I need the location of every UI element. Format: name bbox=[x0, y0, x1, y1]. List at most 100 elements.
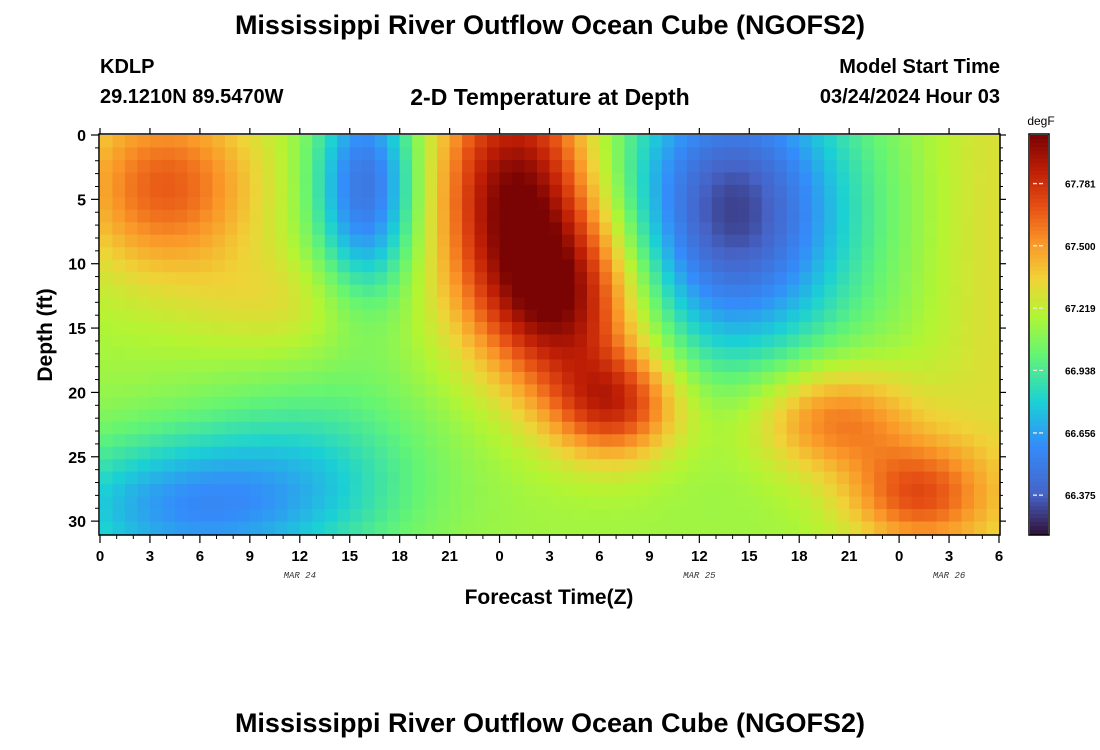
heatmap-cell bbox=[274, 297, 288, 311]
heatmap-cell bbox=[424, 434, 438, 448]
heatmap-cell bbox=[986, 272, 1000, 286]
heatmap-cell bbox=[374, 297, 388, 311]
heatmap-cell bbox=[324, 446, 338, 460]
heatmap-cell bbox=[599, 396, 613, 410]
heatmap-cell bbox=[412, 496, 426, 510]
heatmap-cell bbox=[162, 322, 176, 336]
colorbar-swatch bbox=[1030, 502, 1048, 507]
heatmap-cell bbox=[274, 484, 288, 498]
heatmap-cell bbox=[137, 396, 151, 410]
heatmap-cell bbox=[537, 521, 551, 535]
heatmap-cell bbox=[399, 322, 413, 336]
heatmap-cell bbox=[349, 496, 363, 510]
heatmap-cell bbox=[462, 284, 476, 298]
heatmap-cell bbox=[312, 371, 326, 385]
heatmap-cell bbox=[449, 309, 463, 323]
heatmap-cell bbox=[811, 459, 825, 473]
heatmap-cell bbox=[736, 459, 750, 473]
heatmap-cell bbox=[224, 484, 238, 498]
heatmap-cell bbox=[911, 234, 925, 248]
heatmap-cell bbox=[874, 172, 888, 186]
heatmap-cell bbox=[924, 172, 938, 186]
heatmap-cell bbox=[724, 371, 738, 385]
heatmap-cell bbox=[836, 222, 850, 236]
heatmap-cell bbox=[936, 159, 950, 174]
heatmap-cell bbox=[549, 159, 563, 174]
heatmap-cell bbox=[449, 396, 463, 410]
heatmap-cell bbox=[911, 197, 925, 211]
heatmap-cell bbox=[499, 521, 513, 535]
heatmap-cell bbox=[799, 484, 813, 498]
heatmap-cell bbox=[649, 159, 663, 174]
heatmap-cell bbox=[811, 247, 825, 261]
heatmap-cell bbox=[861, 334, 875, 348]
heatmap-cell bbox=[861, 484, 875, 498]
heatmap-cell bbox=[512, 459, 526, 473]
heatmap-cell bbox=[524, 172, 538, 186]
heatmap-cell bbox=[911, 159, 925, 174]
heatmap-cell bbox=[874, 371, 888, 385]
heatmap-cell bbox=[824, 396, 838, 410]
heatmap-cell bbox=[224, 384, 238, 398]
heatmap-cell bbox=[274, 259, 288, 273]
heatmap-cell bbox=[237, 459, 251, 473]
heatmap-cell bbox=[362, 521, 376, 535]
heatmap-cell bbox=[474, 197, 488, 211]
heatmap-cell bbox=[524, 459, 538, 473]
heatmap-cell bbox=[836, 135, 850, 149]
heatmap-cell bbox=[624, 222, 638, 236]
heatmap-cell bbox=[799, 384, 813, 398]
heatmap-cell bbox=[499, 446, 513, 460]
heatmap-cell bbox=[399, 297, 413, 311]
heatmap-cell bbox=[299, 496, 313, 510]
heatmap-cell bbox=[549, 346, 563, 361]
heatmap-cell bbox=[287, 209, 301, 223]
heatmap-cell bbox=[811, 521, 825, 535]
heatmap-cell bbox=[674, 259, 688, 273]
heatmap-cell bbox=[287, 496, 301, 510]
heatmap-cell bbox=[736, 172, 750, 186]
heatmap-cell bbox=[711, 222, 725, 236]
heatmap-cell bbox=[499, 259, 513, 273]
heatmap-cell bbox=[649, 484, 663, 498]
heatmap-cell bbox=[824, 471, 838, 485]
heatmap-cell bbox=[911, 284, 925, 298]
heatmap-cell bbox=[961, 471, 975, 485]
heatmap-cell bbox=[699, 309, 713, 323]
heatmap-cell bbox=[124, 297, 139, 311]
heatmap-cell bbox=[686, 409, 700, 423]
heatmap-cell bbox=[961, 371, 975, 385]
heatmap-cell bbox=[886, 222, 900, 236]
heatmap-cell bbox=[474, 496, 488, 510]
heatmap-cell bbox=[674, 222, 688, 236]
heatmap-cell bbox=[499, 147, 513, 161]
heatmap-cell bbox=[437, 421, 451, 435]
heatmap-cell bbox=[936, 359, 950, 373]
heatmap-cell bbox=[312, 384, 326, 398]
heatmap-cell bbox=[774, 209, 788, 223]
heatmap-cell bbox=[524, 247, 538, 261]
heatmap-cell bbox=[374, 459, 388, 473]
heatmap-cell bbox=[149, 421, 164, 435]
heatmap-cell bbox=[162, 434, 176, 448]
heatmap-cell bbox=[299, 434, 313, 448]
heatmap-cell bbox=[349, 446, 363, 460]
heatmap-cell bbox=[949, 272, 963, 286]
heatmap-cell bbox=[836, 297, 850, 311]
heatmap-cell bbox=[936, 496, 950, 510]
heatmap-cell bbox=[424, 135, 438, 149]
heatmap-cell bbox=[949, 471, 963, 485]
heatmap-cell bbox=[449, 471, 463, 485]
heatmap-cell bbox=[374, 272, 388, 286]
heatmap-cell bbox=[537, 172, 551, 186]
heatmap-cell bbox=[599, 459, 613, 473]
heatmap-cell bbox=[362, 322, 376, 336]
heatmap-cell bbox=[412, 459, 426, 473]
heatmap-cell bbox=[686, 434, 700, 448]
heatmap-cell bbox=[611, 222, 626, 236]
heatmap-cell bbox=[636, 222, 650, 236]
heatmap-cell bbox=[561, 272, 576, 286]
heatmap-cell bbox=[224, 184, 238, 198]
heatmap-cell bbox=[749, 384, 763, 398]
colorbar: degF 67.78167.50067.21966.93866.65666.37… bbox=[1027, 114, 1096, 536]
